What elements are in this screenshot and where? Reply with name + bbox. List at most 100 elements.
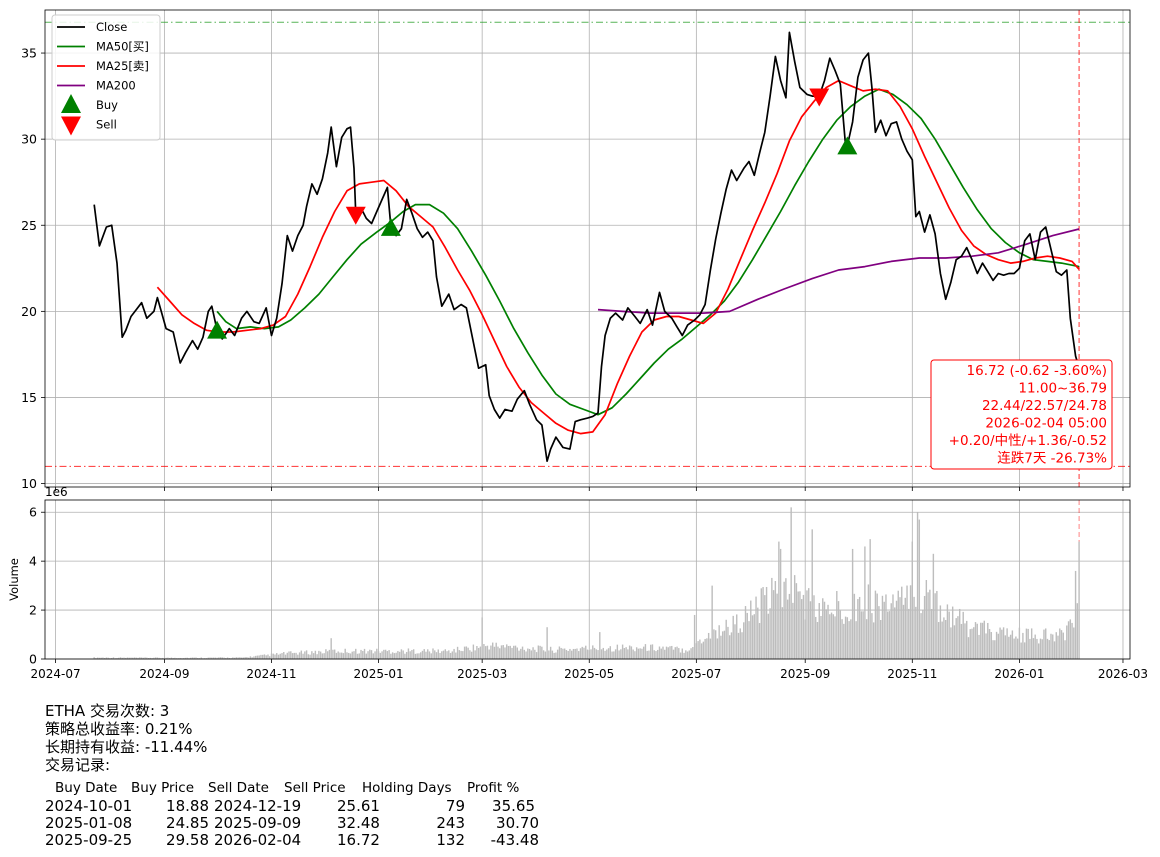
volume-bar	[381, 651, 383, 659]
volume-bar	[734, 624, 736, 659]
volume-bar	[193, 657, 195, 659]
volume-bar	[616, 644, 619, 659]
volume-bar	[430, 653, 432, 659]
volume-bar	[414, 653, 417, 659]
volume-bar	[367, 651, 369, 659]
ma200-line	[597, 228, 1080, 314]
volume-bar	[270, 653, 273, 659]
x-tick-label: 2025-09	[780, 667, 830, 681]
volume-bar	[944, 620, 947, 659]
volume-bar	[983, 620, 985, 659]
volume-bar	[585, 645, 587, 659]
volume-bar	[477, 647, 480, 659]
volume-bar	[846, 617, 849, 659]
volume-bar	[170, 657, 173, 659]
volume-bar	[818, 603, 820, 659]
legend-label: Sell	[96, 118, 117, 132]
volume-bar	[892, 594, 894, 659]
volume-bar	[990, 632, 993, 659]
volume-bar	[175, 658, 178, 659]
volume-bar	[263, 654, 266, 659]
volume-bar	[226, 657, 229, 659]
volume-bar	[153, 657, 155, 659]
volume-bar	[948, 611, 950, 659]
volume-bar	[872, 622, 875, 659]
volume-bar	[604, 650, 606, 659]
volume-bar	[778, 541, 780, 659]
volume-bar	[514, 645, 517, 659]
volume-bar	[855, 621, 857, 659]
volume-bar	[172, 658, 174, 659]
volume-bar	[590, 649, 592, 659]
volume-bar	[1045, 628, 1047, 659]
volume-bar	[465, 646, 468, 659]
volume-bar	[462, 651, 464, 659]
volume-bar	[484, 646, 487, 659]
volume-bar	[797, 591, 799, 659]
volume-bar	[1004, 635, 1007, 659]
volume-bar	[793, 575, 796, 659]
volume-bar	[962, 611, 964, 659]
volume-bar	[1038, 643, 1040, 659]
buy-marker	[837, 136, 858, 155]
volume-bar	[811, 529, 813, 659]
volume-bar	[265, 655, 267, 659]
volume-bar	[662, 646, 664, 659]
volume-bar	[239, 657, 241, 659]
volume-bar	[739, 628, 741, 659]
volume-bar	[298, 652, 301, 659]
volume-bar	[1036, 638, 1038, 659]
volume-bar	[376, 648, 378, 659]
volume-bar	[953, 625, 956, 659]
volume-bar	[469, 650, 471, 659]
volume-bar	[980, 622, 982, 659]
volume-bar	[251, 657, 253, 659]
volume-bar	[119, 657, 122, 659]
volume-bar	[355, 648, 357, 659]
volume-bar	[1013, 638, 1015, 659]
volume-bar	[395, 652, 397, 659]
volume-bar	[407, 648, 410, 659]
volume-bar	[920, 613, 922, 659]
volume-bar	[704, 638, 706, 659]
volume-bar	[679, 652, 682, 659]
volume-bar	[674, 647, 676, 659]
volume-bar	[865, 619, 868, 659]
volume-bar	[379, 652, 382, 659]
volume-bar	[539, 645, 541, 659]
volume-bar	[595, 649, 597, 659]
volume-bar	[848, 621, 850, 659]
volume-bar	[397, 651, 399, 659]
volume-bar	[553, 652, 555, 659]
volume-bar	[211, 657, 213, 659]
volume-bar	[936, 590, 938, 659]
volume-bar	[883, 601, 885, 659]
volume-bar	[1053, 641, 1056, 659]
volume-bar	[741, 632, 743, 659]
volume-bar	[142, 657, 145, 659]
volume-bar	[637, 648, 640, 659]
volume-bar	[474, 650, 476, 659]
volume-bar	[776, 593, 778, 659]
volume-bar	[909, 585, 912, 659]
volume-bar	[606, 649, 608, 659]
volume-bar	[655, 651, 657, 659]
volume-bar	[1029, 638, 1031, 659]
volume-bar	[592, 645, 594, 659]
buy-marker	[207, 320, 228, 339]
volume-bar	[716, 638, 719, 659]
volume-bar	[707, 632, 710, 659]
volume-offset-label: 1e6	[45, 485, 68, 499]
volume-bar	[760, 588, 763, 659]
volume-bar	[167, 657, 169, 659]
trade-sell-date: 2026-02-04	[214, 831, 302, 849]
volume-bar	[398, 651, 401, 659]
volume-bar	[964, 623, 966, 659]
volume-bar	[509, 645, 511, 659]
volume-bar	[1032, 638, 1035, 659]
volume-bar	[441, 651, 443, 659]
volume-bar	[337, 651, 339, 659]
volume-bar	[700, 643, 703, 659]
volume-bar	[328, 649, 331, 659]
volume-bar	[228, 657, 231, 659]
